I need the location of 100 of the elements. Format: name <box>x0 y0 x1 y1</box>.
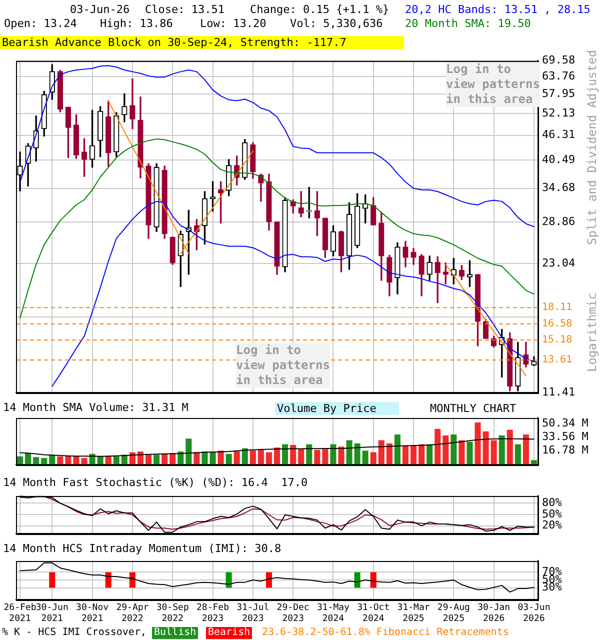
chart-title: 14 Month HCS Intraday Momentum (IMI): 30.8 <box>3 542 282 555</box>
bar <box>394 434 400 464</box>
text: Bullish <box>152 627 198 639</box>
bar <box>162 454 168 464</box>
bar <box>73 456 80 464</box>
bar <box>402 446 409 464</box>
chart-title: 14 Month Fast Stochastic (%K) (%D): 16.4 17.0 <box>3 476 308 489</box>
bar <box>474 422 481 464</box>
y-tick-label: 57.95 <box>542 87 576 100</box>
bar <box>426 444 433 464</box>
y-tick-label: 46.31 <box>542 128 576 142</box>
bar <box>322 449 328 464</box>
annotation: Log in to view patterns in this area <box>236 343 330 388</box>
text: Low: 13.20 <box>200 17 266 30</box>
bar <box>210 452 216 464</box>
y-tick-label: 16.78 M <box>542 444 589 457</box>
text: 03-Jun-26 <box>70 3 130 16</box>
text: Change: 0.15 {+1.1 %} <box>250 3 390 16</box>
text: % K - HCS IMI Crossover, <box>2 627 146 639</box>
x-tick-label: 31-May 2024 <box>316 603 350 624</box>
bar <box>186 438 192 464</box>
text: Bearish <box>206 627 252 639</box>
text: 20 Month SMA: 19.50 <box>405 17 531 30</box>
bar <box>218 450 224 464</box>
ref-line-label: 18.11 <box>542 302 572 314</box>
y-tick-label: 34.68 <box>542 181 576 194</box>
x-tick-label: 29-Apr 2022 <box>116 603 150 624</box>
text: 20,2 HC Bands: 13.51 , 28.15 <box>405 3 590 16</box>
bar <box>290 445 296 464</box>
x-tick-label: 30-Jun 2021 <box>36 603 68 624</box>
bar <box>498 435 505 464</box>
y-tick-label: 52.13 <box>542 106 576 120</box>
bar <box>418 444 425 464</box>
chart-title: Bearish Advance Block on 30-Sep-24, Strength: -117.7 <box>0 36 404 49</box>
bar <box>105 456 112 464</box>
bar <box>266 452 272 464</box>
ref-line-label: 16.58 <box>542 318 572 330</box>
bar <box>522 434 529 464</box>
bar <box>450 434 457 464</box>
bar <box>466 442 473 464</box>
y-tick-label: 20% <box>542 518 562 532</box>
bar <box>386 443 392 464</box>
text: Open: 13.24 <box>4 17 77 30</box>
y-tick-label: 28.86 <box>542 214 576 228</box>
bar <box>314 450 320 464</box>
ref-line-label: 13.61 <box>542 354 572 366</box>
y-tick-label: 30% <box>542 580 562 594</box>
y-tick-label: 40.49 <box>542 152 576 166</box>
y-tick-label: 23.04 <box>542 256 576 270</box>
bar <box>113 456 120 464</box>
bar <box>530 460 537 464</box>
bar <box>298 449 304 464</box>
x-tick-label: 29-Aug 2025 <box>437 603 470 624</box>
y-tick-label: 50.34 M <box>542 416 589 430</box>
y-tick-label: 11.41 <box>542 385 576 398</box>
bar <box>370 452 376 464</box>
y-tick-label: 63.76 <box>542 69 576 82</box>
bar <box>250 450 256 464</box>
bar <box>41 458 48 464</box>
x-tick-label: 03-Jun 2026 <box>518 603 550 624</box>
chart-title: 14 Month SMA Volume: 31.31 M <box>3 401 188 414</box>
bar <box>482 431 489 464</box>
y-axis-title: Split and Dividend Adjusted <box>585 50 599 245</box>
text: 23.6-38.2-50-61.8% Fibonacci Retracements <box>262 627 509 639</box>
bar <box>442 435 449 464</box>
bar <box>338 446 344 464</box>
bar <box>81 458 88 464</box>
y-tick-label: 50% <box>542 507 562 520</box>
bar <box>306 444 312 464</box>
bar <box>410 446 417 464</box>
text: Logarithmic <box>585 292 599 372</box>
bar <box>17 456 24 464</box>
bar <box>346 440 352 464</box>
bar <box>458 440 465 464</box>
bar <box>330 444 336 464</box>
x-tick-label: 31-Mar 2025 <box>397 603 430 624</box>
x-tick-label: 26-Feb 2021 <box>4 603 36 624</box>
bar <box>490 440 497 464</box>
x-tick-label: 28-Feb 2023 <box>196 603 230 624</box>
bar <box>434 428 441 464</box>
x-tick-label: 31-Jul 2023 <box>236 603 270 624</box>
bar <box>234 451 240 464</box>
y-tick-label: 80% <box>542 496 562 510</box>
bar <box>514 444 521 464</box>
bar <box>274 447 280 464</box>
x-tick-label: 30-Sep 2022 <box>156 603 189 624</box>
text: MONTHLY CHART <box>430 402 516 415</box>
x-tick-label: 30-Jan 2026 <box>478 603 510 624</box>
bar <box>154 454 160 464</box>
bar <box>226 454 232 464</box>
bar <box>258 450 264 464</box>
bar <box>362 450 368 464</box>
bar <box>33 457 40 464</box>
text: High: 13.86 <box>100 17 173 30</box>
text: Close: 13.51 <box>145 3 224 16</box>
bar <box>145 454 152 464</box>
bar <box>57 456 64 464</box>
x-tick-label: 30-Nov 2021 <box>76 603 109 624</box>
y-tick-label: 33.56 M <box>542 430 589 444</box>
x-tick-label: 31-Oct 2024 <box>357 603 390 624</box>
